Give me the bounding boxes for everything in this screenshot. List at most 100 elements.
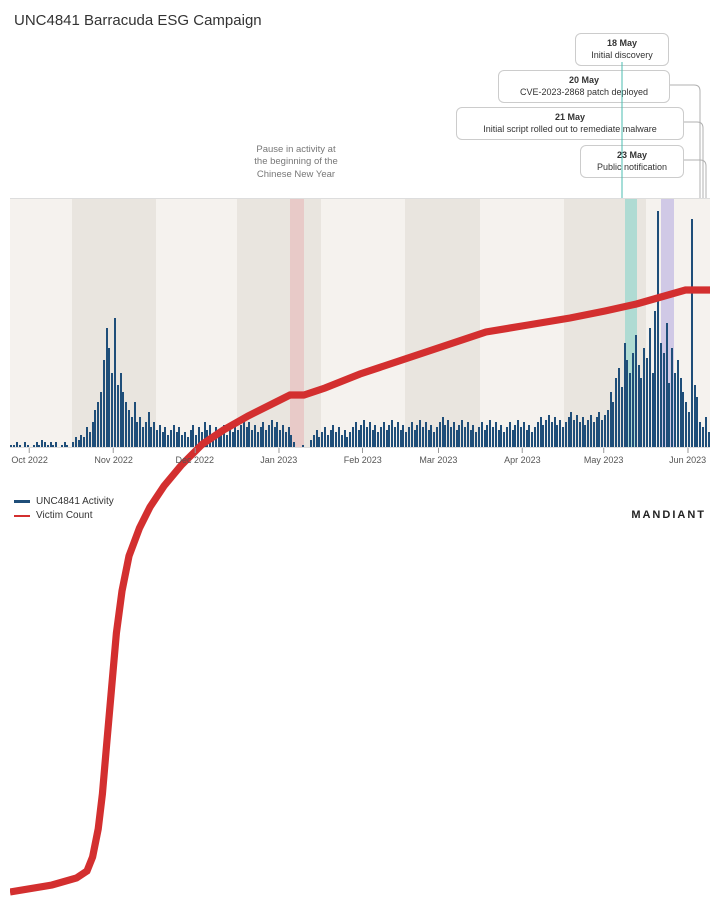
activity-bar: [89, 432, 91, 447]
activity-bar: [122, 392, 124, 447]
chart-area: Oct 2022Nov 2022Dec 2022Jan 2023Feb 2023…: [10, 198, 710, 473]
activity-bar: [492, 427, 494, 447]
activity-bar: [50, 442, 52, 447]
activity-bar: [534, 427, 536, 447]
callout-20may: 20 May CVE-2023-2868 patch deployed: [498, 70, 670, 103]
activity-bar: [41, 440, 43, 447]
activity-bar: [310, 440, 312, 447]
brand-logo: MANDIANT: [631, 509, 706, 521]
chart-title: UNC4841 Barracuda ESG Campaign: [0, 0, 720, 29]
activity-bar: [674, 373, 676, 447]
activity-bar: [458, 425, 460, 447]
activity-bar: [671, 348, 673, 447]
activity-bar: [153, 422, 155, 447]
activity-bar: [598, 412, 600, 447]
activity-bar: [640, 378, 642, 447]
activity-bar: [66, 445, 68, 447]
activity-bar: [416, 425, 418, 447]
activity-bar: [327, 435, 329, 447]
activity-bar: [528, 425, 530, 447]
activity-bar: [444, 425, 446, 447]
activity-bar: [584, 425, 586, 447]
activity-bar: [677, 360, 679, 447]
activity-bar: [240, 425, 242, 447]
activity-bar: [220, 430, 222, 447]
activity-bar: [290, 435, 292, 447]
activity-bar: [559, 420, 561, 447]
activity-bar: [61, 445, 63, 447]
activity-bar: [551, 422, 553, 447]
activity-bar: [190, 430, 192, 447]
activity-bar: [164, 427, 166, 447]
activity-bar: [125, 402, 127, 447]
activity-bar: [276, 422, 278, 447]
activity-bar: [517, 420, 519, 447]
activity-bar: [97, 402, 99, 447]
activity-bar: [52, 445, 54, 447]
activity-bar: [685, 402, 687, 447]
activity-bar: [64, 442, 66, 447]
activity-bar: [526, 430, 528, 447]
activity-bar: [442, 417, 444, 447]
callout-23may-date: 23 May: [589, 150, 675, 162]
activity-bar: [652, 373, 654, 447]
x-tick: Mar 2023: [419, 448, 457, 465]
x-tick-label: May 2023: [584, 455, 624, 465]
activity-bar: [285, 432, 287, 447]
activity-bar: [660, 343, 662, 447]
activity-bar: [198, 427, 200, 447]
activity-bar: [576, 415, 578, 447]
activity-bar: [590, 415, 592, 447]
activity-bar: [38, 445, 40, 447]
x-tick-label: Dec 2022: [176, 455, 215, 465]
activity-bar: [201, 432, 203, 447]
activity-bar: [262, 422, 264, 447]
activity-bar: [232, 432, 234, 447]
activity-bar: [554, 417, 556, 447]
activity-bar: [428, 430, 430, 447]
activity-bar: [612, 402, 614, 447]
activity-bar: [159, 425, 161, 447]
activity-bar: [624, 343, 626, 447]
activity-bar: [92, 422, 94, 447]
activity-bar: [587, 420, 589, 447]
activity-bar: [688, 412, 690, 447]
activity-bar: [195, 435, 197, 447]
activity-bar: [663, 353, 665, 447]
activity-bar: [257, 432, 259, 447]
activity-bar: [103, 360, 105, 447]
activity-bar: [209, 425, 211, 447]
activity-bar: [654, 311, 656, 447]
activity-bar: [94, 410, 96, 447]
activity-bar: [699, 422, 701, 447]
activity-bar: [691, 219, 693, 447]
activity-bar: [251, 430, 253, 447]
activity-bar: [461, 420, 463, 447]
activity-bar: [148, 412, 150, 447]
x-axis: Oct 2022Nov 2022Dec 2022Jan 2023Feb 2023…: [10, 448, 710, 473]
activity-bar: [394, 427, 396, 447]
activity-bar: [142, 427, 144, 447]
activity-bar: [111, 373, 113, 447]
activity-bar: [358, 430, 360, 447]
legend-label-victim: Victim Count: [36, 510, 93, 521]
activity-bar: [131, 417, 133, 447]
activity-bar: [615, 378, 617, 447]
activity-bar: [450, 427, 452, 447]
x-tick: Oct 2022: [11, 448, 48, 465]
activity-bar: [481, 422, 483, 447]
activity-bar: [475, 432, 477, 447]
activity-bar: [226, 435, 228, 447]
activity-bar: [531, 432, 533, 447]
activity-bar: [548, 415, 550, 447]
legend-label-activity: UNC4841 Activity: [36, 496, 114, 507]
activity-bar: [184, 432, 186, 447]
activity-bar: [414, 430, 416, 447]
activity-bar: [293, 442, 295, 447]
activity-bar: [106, 328, 108, 447]
activity-bar: [47, 445, 49, 447]
activity-bar: [265, 430, 267, 447]
x-tick: May 2023: [584, 448, 624, 465]
activity-bar: [430, 425, 432, 447]
activity-bar: [173, 425, 175, 447]
